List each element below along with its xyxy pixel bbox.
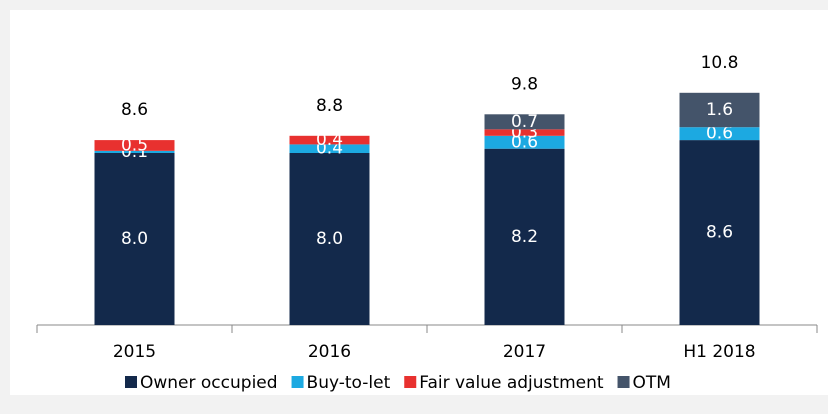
x-tick-label: 2017	[503, 342, 546, 362]
bar-segment	[94, 140, 175, 151]
x-tick-label: 2015	[113, 342, 156, 362]
data-label: 8.2	[511, 227, 538, 247]
legend-swatch	[125, 376, 137, 388]
legend-label: Buy-to-let	[307, 373, 391, 393]
bar-segment	[679, 127, 760, 141]
total-label: 8.6	[121, 100, 148, 120]
bar-segment	[484, 135, 565, 149]
x-tick-label: H1 2018	[683, 342, 755, 362]
bar-segment	[289, 144, 370, 153]
bar-segment	[679, 92, 760, 128]
legend-swatch	[617, 376, 630, 388]
bar-segment	[289, 153, 370, 325]
bar-segment	[484, 114, 565, 130]
legend-swatch	[291, 376, 304, 388]
data-label: 0.4	[316, 130, 343, 150]
data-label: 0.7	[511, 112, 538, 132]
legend-swatch	[404, 376, 417, 388]
total-label: 9.8	[511, 74, 538, 94]
bar-segment	[94, 150, 175, 153]
legend-label: OTM	[633, 373, 671, 393]
data-label: 0.5	[121, 135, 148, 155]
total-label: 8.8	[316, 96, 343, 116]
bar-segment	[289, 135, 370, 145]
data-label: 0.6	[706, 124, 733, 144]
data-label: 8.0	[121, 229, 148, 249]
bar-segment	[484, 129, 565, 136]
total-label: 10.8	[701, 53, 739, 73]
data-label: 0.6	[511, 132, 538, 152]
legend-label: Owner occupied	[140, 373, 278, 393]
x-tick-label: 2016	[308, 342, 351, 362]
bar-segment	[94, 153, 175, 325]
bar-segment	[484, 148, 565, 325]
bar-segment	[679, 140, 760, 325]
legend-label: Fair value adjustment	[419, 373, 604, 393]
data-label: 8.0	[316, 229, 343, 249]
data-label: 8.6	[706, 223, 733, 243]
data-label: 1.6	[706, 100, 733, 120]
